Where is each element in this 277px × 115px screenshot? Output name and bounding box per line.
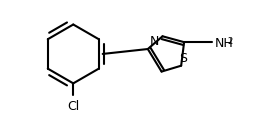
Text: S: S bbox=[179, 52, 187, 65]
Text: Cl: Cl bbox=[67, 99, 79, 112]
Text: NH: NH bbox=[214, 36, 233, 49]
Text: N: N bbox=[150, 34, 159, 47]
Text: 2: 2 bbox=[227, 36, 232, 45]
